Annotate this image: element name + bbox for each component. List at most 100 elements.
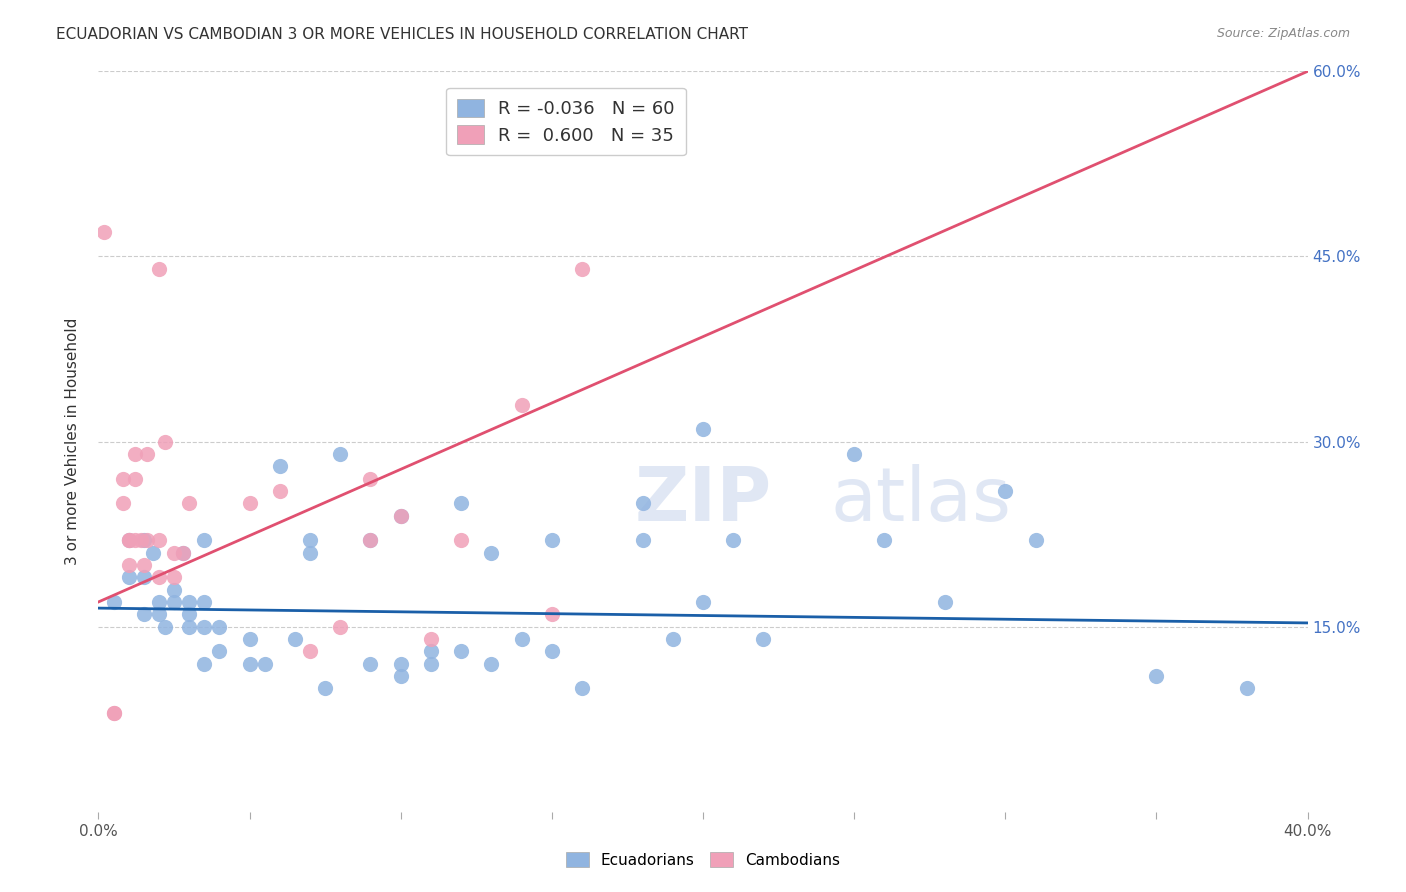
Point <box>752 632 775 646</box>
Point <box>208 619 231 633</box>
Point <box>172 546 194 560</box>
Point <box>118 533 141 548</box>
Point <box>692 422 714 436</box>
Point <box>93 225 115 239</box>
Point <box>420 644 443 658</box>
Point <box>148 533 170 548</box>
Point <box>111 496 134 510</box>
Point <box>193 595 215 609</box>
Point <box>540 533 562 548</box>
Text: atlas: atlas <box>830 464 1011 537</box>
Point <box>1024 533 1046 548</box>
Point <box>193 657 215 671</box>
Point <box>148 570 170 584</box>
Point <box>163 570 186 584</box>
Point <box>118 533 141 548</box>
Point <box>135 533 157 548</box>
Point <box>314 681 336 696</box>
Point <box>1144 669 1167 683</box>
Point <box>571 261 593 276</box>
Point <box>239 657 262 671</box>
Point <box>118 558 141 572</box>
Point <box>153 619 176 633</box>
Text: ECUADORIAN VS CAMBODIAN 3 OR MORE VEHICLES IN HOUSEHOLD CORRELATION CHART: ECUADORIAN VS CAMBODIAN 3 OR MORE VEHICL… <box>56 27 748 42</box>
Point <box>450 644 472 658</box>
Point <box>723 533 745 548</box>
Point <box>571 681 593 696</box>
Point <box>329 447 352 461</box>
Point <box>148 607 170 622</box>
Point <box>360 471 382 485</box>
Point <box>420 657 443 671</box>
Point <box>360 657 382 671</box>
Point <box>389 657 412 671</box>
Point <box>934 595 956 609</box>
Point <box>142 546 165 560</box>
Point <box>163 546 186 560</box>
Point <box>661 632 683 646</box>
Point <box>118 570 141 584</box>
Point <box>124 533 146 548</box>
Point <box>540 607 562 622</box>
Point <box>481 546 503 560</box>
Point <box>239 496 262 510</box>
Point <box>481 657 503 671</box>
Point <box>103 706 125 720</box>
Point <box>148 595 170 609</box>
Point <box>132 533 155 548</box>
Point <box>132 607 155 622</box>
Y-axis label: 3 or more Vehicles in Household: 3 or more Vehicles in Household <box>65 318 80 566</box>
Point <box>1236 681 1258 696</box>
Point <box>510 632 533 646</box>
Point <box>269 483 291 498</box>
Point <box>124 471 146 485</box>
Point <box>510 398 533 412</box>
Legend: Ecuadorians, Cambodians: Ecuadorians, Cambodians <box>558 844 848 875</box>
Point <box>208 644 231 658</box>
Point <box>179 496 201 510</box>
Point <box>844 447 866 461</box>
Point <box>284 632 307 646</box>
Text: Source: ZipAtlas.com: Source: ZipAtlas.com <box>1216 27 1350 40</box>
Point <box>103 706 125 720</box>
Point <box>253 657 276 671</box>
Point <box>172 546 194 560</box>
Point <box>389 669 412 683</box>
Point <box>389 508 412 523</box>
Point <box>540 644 562 658</box>
Point <box>132 570 155 584</box>
Point <box>873 533 896 548</box>
Point <box>103 595 125 609</box>
Point <box>148 261 170 276</box>
Point <box>239 632 262 646</box>
Point <box>163 595 186 609</box>
Point <box>179 595 201 609</box>
Point <box>118 533 141 548</box>
Point <box>124 447 146 461</box>
Point <box>692 595 714 609</box>
Point <box>179 607 201 622</box>
Point <box>631 533 654 548</box>
Point <box>420 632 443 646</box>
Legend: R = -0.036   N = 60, R =  0.600   N = 35: R = -0.036 N = 60, R = 0.600 N = 35 <box>446 87 686 155</box>
Point <box>360 533 382 548</box>
Point <box>450 496 472 510</box>
Point <box>132 558 155 572</box>
Point <box>450 533 472 548</box>
Point <box>389 508 412 523</box>
Point <box>193 533 215 548</box>
Point <box>193 619 215 633</box>
Point <box>179 619 201 633</box>
Point <box>299 546 322 560</box>
Point <box>329 619 352 633</box>
Point <box>299 644 322 658</box>
Point <box>129 533 152 548</box>
Point <box>135 447 157 461</box>
Point <box>994 483 1017 498</box>
Text: ZIP: ZIP <box>634 464 772 537</box>
Point <box>269 459 291 474</box>
Point <box>631 496 654 510</box>
Point <box>153 434 176 449</box>
Point <box>299 533 322 548</box>
Point <box>360 533 382 548</box>
